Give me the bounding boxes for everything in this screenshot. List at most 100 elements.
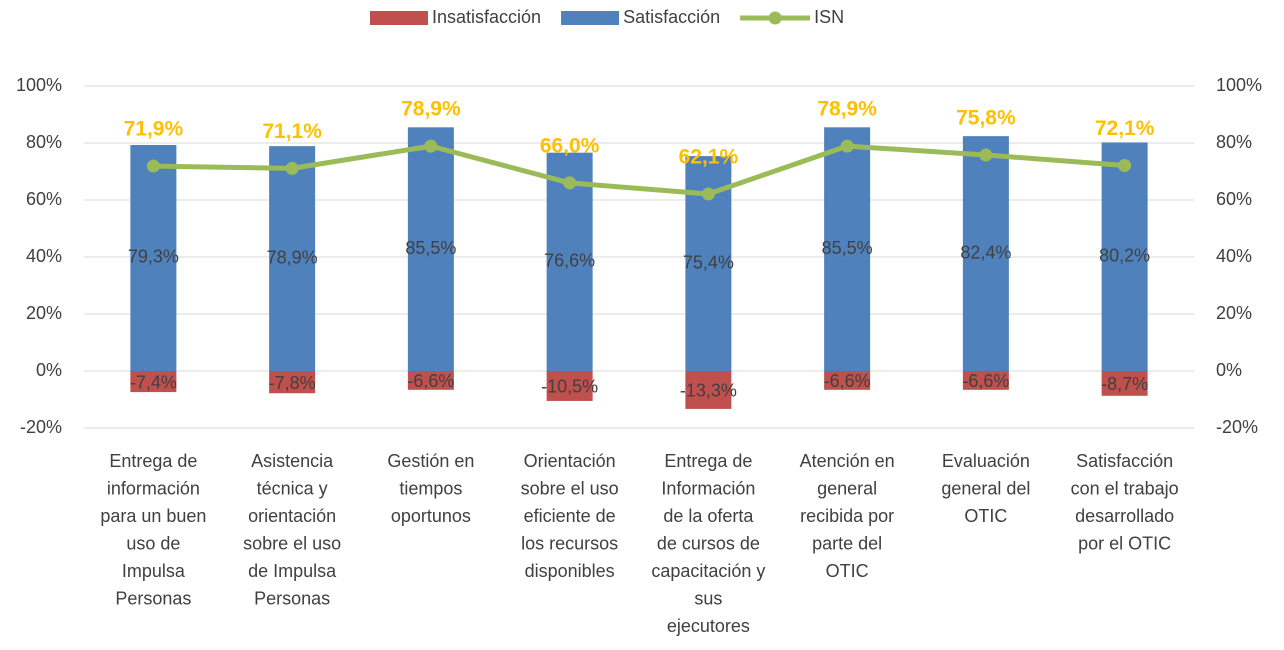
x-tick-label: Gestión en bbox=[387, 451, 474, 471]
data-label: -10,5% bbox=[541, 377, 598, 397]
x-tick-label: desarrollado bbox=[1075, 506, 1174, 526]
y-tick-label: 100% bbox=[16, 75, 62, 95]
data-label: 66,0% bbox=[540, 134, 600, 157]
data-label: -7,8% bbox=[269, 373, 316, 393]
legend-swatch bbox=[768, 11, 782, 25]
x-tick-label: sobre el uso bbox=[243, 533, 341, 553]
data-label: -8,7% bbox=[1101, 374, 1148, 394]
data-label: 82,4% bbox=[960, 242, 1011, 262]
bar bbox=[1101, 371, 1148, 396]
data-label: -6,6% bbox=[407, 371, 454, 391]
x-tick-label: Atención en bbox=[800, 451, 895, 471]
data-label: 85,5% bbox=[405, 238, 456, 258]
y-tick-label: 0% bbox=[36, 360, 62, 380]
x-tick-label: Personas bbox=[254, 588, 330, 608]
bar bbox=[962, 136, 1009, 371]
x-tick-label: Satisfacción bbox=[1076, 451, 1173, 471]
x-tick-label: oportunos bbox=[391, 506, 471, 526]
legend-label: Insatisfacción bbox=[432, 7, 541, 27]
data-label: 76,6% bbox=[544, 251, 595, 271]
x-tick-label: técnica y bbox=[257, 478, 328, 498]
bar bbox=[1101, 142, 1148, 371]
data-label: 79,3% bbox=[128, 247, 179, 267]
bar bbox=[685, 371, 732, 409]
x-tick-label: Asistencia bbox=[251, 451, 334, 471]
x-tick-label: con el trabajo bbox=[1071, 478, 1179, 498]
x-tick-label: tiempos bbox=[399, 478, 462, 498]
legend-label: Satisfacción bbox=[623, 7, 720, 27]
x-tick-label: sobre el uso bbox=[521, 478, 619, 498]
point bbox=[285, 161, 299, 175]
y2-tick-label: -20% bbox=[1216, 417, 1258, 437]
y2-tick-label: 100% bbox=[1216, 75, 1262, 95]
bar bbox=[269, 371, 316, 394]
y-tick-label: 60% bbox=[26, 189, 62, 209]
x-tick-label: Entrega de bbox=[109, 451, 197, 471]
x-tick-label: de la oferta bbox=[663, 506, 754, 526]
x-tick-label: orientación bbox=[248, 506, 336, 526]
bar bbox=[824, 371, 871, 390]
x-tick-label: sus bbox=[694, 588, 722, 608]
x-tick-label: capacitación y bbox=[651, 561, 765, 581]
bar bbox=[130, 371, 177, 393]
point bbox=[979, 148, 993, 162]
y-tick-label: 80% bbox=[26, 132, 62, 152]
data-label: -6,6% bbox=[962, 371, 1009, 391]
y-tick-label: 20% bbox=[26, 303, 62, 323]
x-tick-label: uso de bbox=[126, 533, 180, 553]
x-tick-label: ejecutores bbox=[667, 616, 750, 636]
x-tick-label: Impulsa bbox=[122, 561, 186, 581]
bar bbox=[546, 371, 593, 401]
x-tick-label: Evaluación bbox=[942, 451, 1030, 471]
y2-tick-label: 0% bbox=[1216, 360, 1242, 380]
data-label: -13,3% bbox=[680, 381, 737, 401]
legend-swatch bbox=[370, 11, 428, 25]
x-tick-label: Personas bbox=[115, 588, 191, 608]
x-tick-label: parte del bbox=[812, 533, 882, 553]
x-tick-label: para un buen bbox=[100, 506, 206, 526]
data-label: 71,9% bbox=[124, 118, 184, 141]
y-tick-label: 40% bbox=[26, 246, 62, 266]
line bbox=[153, 143, 1125, 197]
data-label: 72,1% bbox=[1095, 117, 1155, 140]
x-tick-label: general bbox=[817, 478, 877, 498]
point bbox=[563, 176, 577, 190]
x-tick-label: por el OTIC bbox=[1078, 533, 1171, 553]
data-label: -6,6% bbox=[824, 371, 871, 391]
x-tick-label: de Impulsa bbox=[248, 561, 337, 581]
x-tick-label: eficiente de bbox=[524, 506, 616, 526]
point bbox=[146, 159, 160, 173]
x-tick-label: Entrega de bbox=[664, 451, 752, 471]
point bbox=[1118, 159, 1132, 173]
x-tick-label: OTIC bbox=[826, 561, 869, 581]
bar bbox=[824, 127, 871, 371]
x-tick-label: general del bbox=[941, 478, 1030, 498]
x-tick-label: disponibles bbox=[525, 561, 615, 581]
data-label: 78,9% bbox=[401, 98, 461, 121]
x-tick-label: recibida por bbox=[800, 506, 894, 526]
x-tick-label: los recursos bbox=[521, 533, 618, 553]
bar bbox=[130, 144, 177, 371]
data-label: 80,2% bbox=[1099, 245, 1150, 265]
data-label: 75,8% bbox=[956, 107, 1016, 130]
data-label: 85,5% bbox=[822, 238, 873, 258]
y2-tick-label: 40% bbox=[1216, 246, 1252, 266]
x-tick-label: Información bbox=[661, 478, 755, 498]
y-tick-label: -20% bbox=[20, 417, 62, 437]
y2-tick-label: 60% bbox=[1216, 189, 1252, 209]
point bbox=[424, 139, 438, 153]
data-label: 78,9% bbox=[267, 247, 318, 267]
legend-swatch bbox=[561, 11, 620, 25]
x-tick-label: información bbox=[107, 478, 200, 498]
bar bbox=[407, 371, 454, 390]
bar bbox=[962, 371, 1009, 390]
data-label: 75,4% bbox=[683, 252, 734, 272]
data-label: 78,9% bbox=[817, 98, 877, 121]
data-label: 62,1% bbox=[679, 146, 739, 169]
point bbox=[701, 187, 715, 201]
x-tick-label: Orientación bbox=[524, 451, 616, 471]
y2-tick-label: 80% bbox=[1216, 132, 1252, 152]
y2-tick-label: 20% bbox=[1216, 303, 1252, 323]
x-tick-label: OTIC bbox=[964, 506, 1007, 526]
